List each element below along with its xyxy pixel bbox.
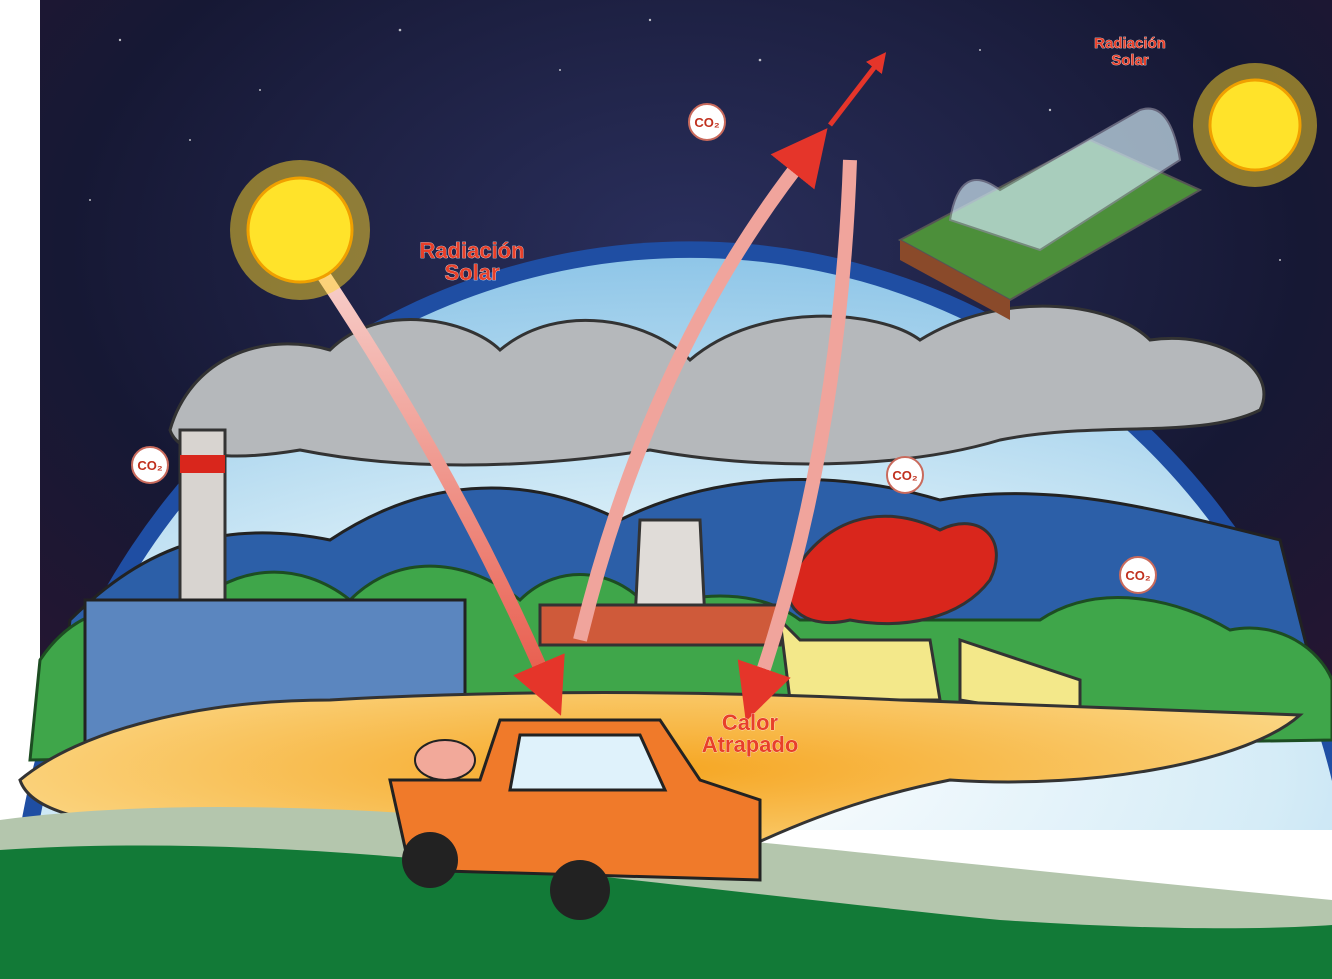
co2-label: CO₂ bbox=[137, 458, 163, 473]
sun-corner bbox=[1193, 63, 1317, 187]
co2-label: CO₂ bbox=[1125, 568, 1151, 583]
solar-label: Solar bbox=[444, 260, 499, 285]
heat-label: Atrapado bbox=[702, 732, 799, 757]
solar-label: Solar bbox=[1111, 52, 1149, 69]
chimney-stripe bbox=[180, 455, 225, 473]
co2-label: CO₂ bbox=[892, 468, 918, 483]
solar-label: Radiación bbox=[1094, 35, 1166, 52]
sun bbox=[230, 160, 370, 300]
co2-label: CO₂ bbox=[694, 115, 720, 130]
greenhouse-illustration: Radiación Solar Radiación Solar Calor At… bbox=[0, 0, 1332, 979]
